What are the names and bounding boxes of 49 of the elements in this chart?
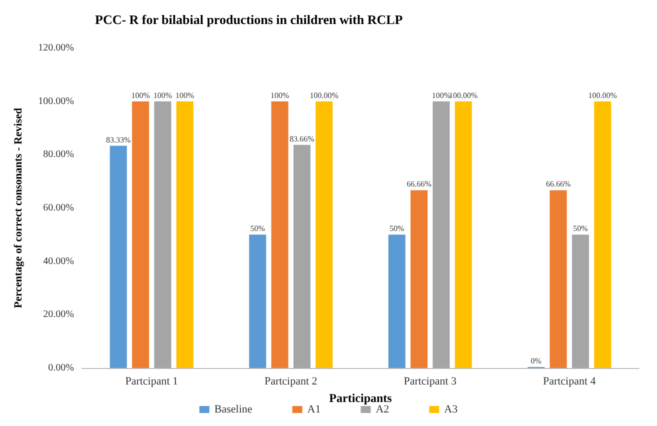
bar <box>454 101 472 368</box>
data-label: 66.66% <box>546 180 571 189</box>
y-tick-label: 0.00% <box>48 362 74 374</box>
bar <box>550 190 567 368</box>
data-label: 66.66% <box>406 180 432 189</box>
bar <box>176 101 194 368</box>
bar <box>132 101 150 368</box>
bar <box>154 101 172 368</box>
bar <box>432 101 450 368</box>
data-label: 50% <box>573 224 588 234</box>
y-tick-label: 80.00% <box>43 149 74 160</box>
legend-label: A3 <box>444 404 458 416</box>
data-label: 50% <box>390 224 405 234</box>
bar <box>293 144 310 368</box>
y-tick-label: 120.00% <box>38 42 74 54</box>
legend-label: A2 <box>376 404 390 416</box>
x-tick-label: Partcipant 1 <box>125 376 178 388</box>
data-label: 100% <box>131 90 150 100</box>
bar <box>594 101 612 368</box>
bar <box>388 234 406 368</box>
x-axis-title: Participants <box>329 390 392 405</box>
x-tick-label: Partcipant 3 <box>404 376 458 388</box>
y-tick-label: 40.00% <box>43 256 74 267</box>
data-label: 100.00% <box>588 90 618 100</box>
legend-label: Baseline <box>214 404 252 416</box>
data-label: 100% <box>270 90 290 100</box>
y-tick-label: 60.00% <box>43 202 74 214</box>
data-label: 50% <box>250 224 266 234</box>
y-axis-title: Percentage of correct consonants - Revised <box>12 108 24 308</box>
x-tick-label: Partcipant 4 <box>542 376 596 388</box>
data-label: 0% <box>530 356 542 366</box>
data-label: 100% <box>153 90 172 100</box>
legend-label: A1 <box>307 404 321 416</box>
y-tick-label: 20.00% <box>43 309 74 320</box>
bar <box>316 101 333 368</box>
x-tick-label: Partcipant 2 <box>264 376 318 388</box>
data-label: 100.00% <box>449 90 478 100</box>
data-label: 83.66% <box>290 134 315 144</box>
bar <box>249 234 266 368</box>
data-label: 100% <box>432 90 451 100</box>
bar <box>410 190 428 368</box>
data-label: 100% <box>176 90 195 100</box>
data-label: 100.00% <box>310 90 339 100</box>
data-label: 83.33% <box>106 135 132 144</box>
bar <box>572 234 589 368</box>
y-tick-label: 100.00% <box>38 96 74 107</box>
chart-title: PCC- R for bilabial productions in children with RCLP <box>95 12 403 27</box>
bar <box>271 101 288 368</box>
bar <box>110 146 127 368</box>
